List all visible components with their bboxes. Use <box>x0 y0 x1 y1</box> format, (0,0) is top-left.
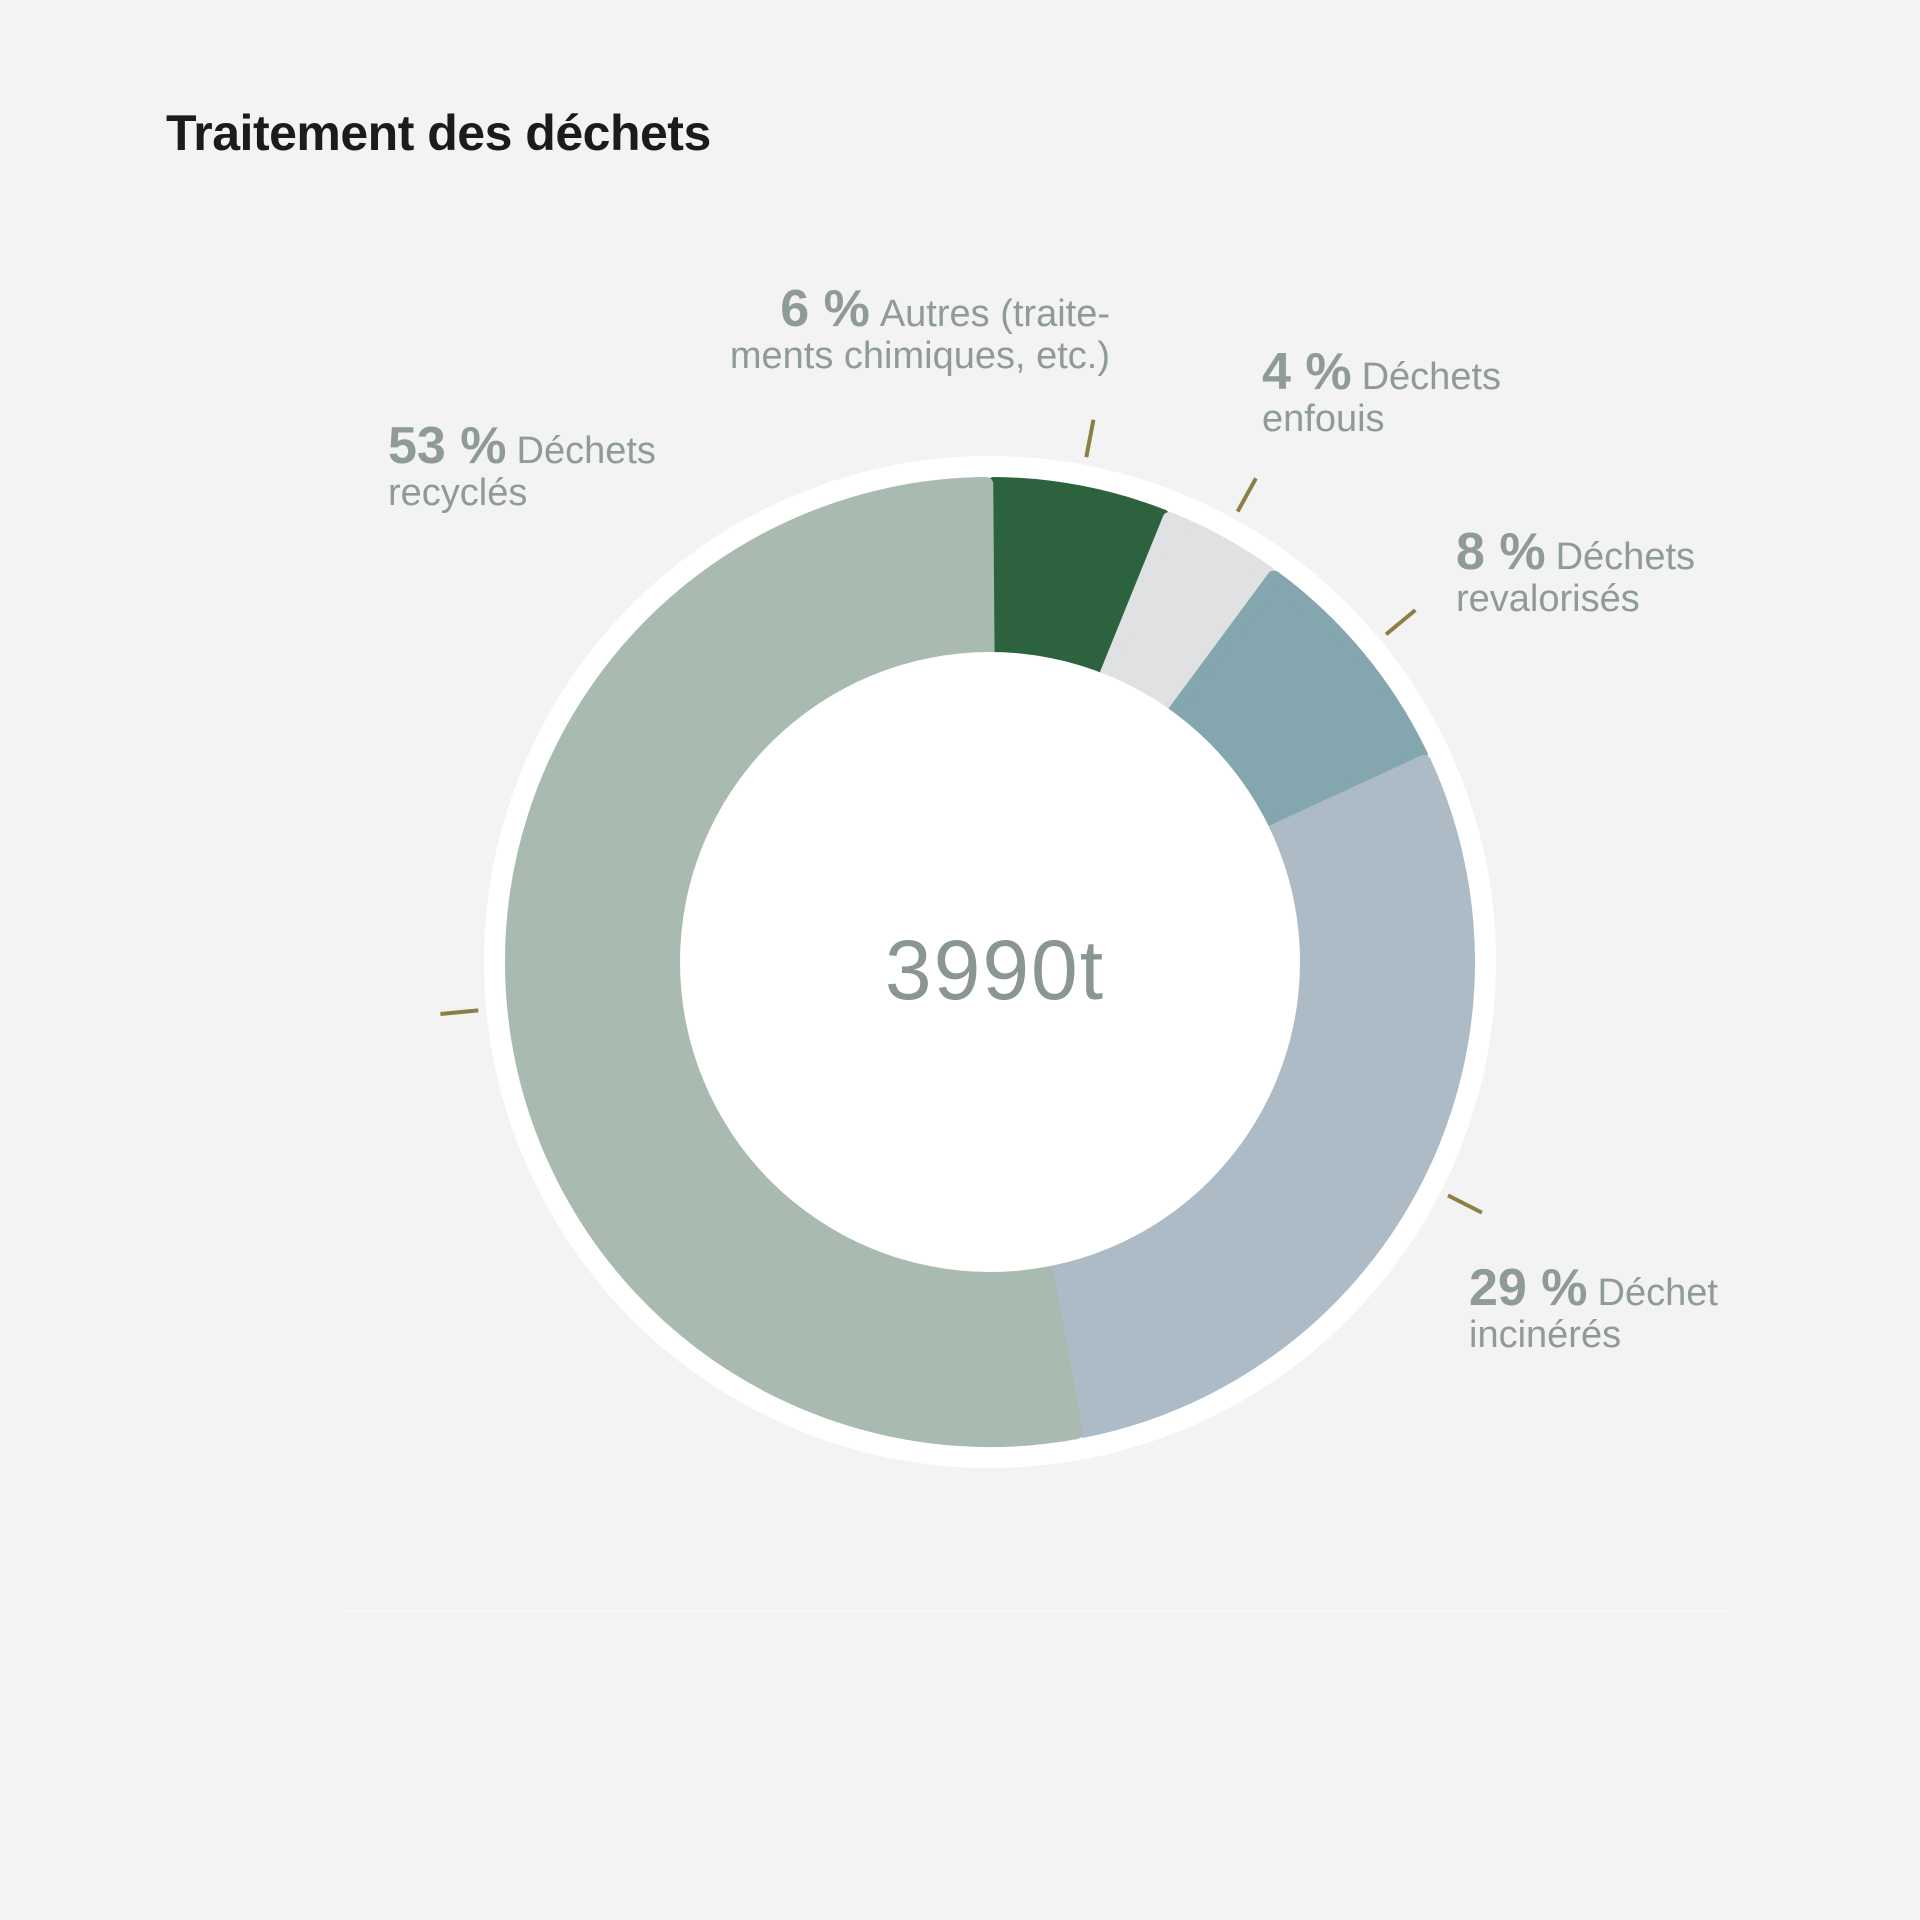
footer-divider <box>340 1610 1730 1612</box>
slice-label-incineres: 29 % Déchet incinérés <box>1469 1262 1859 1356</box>
leader-line-incineres <box>1447 1193 1483 1215</box>
leader-line-enfouis <box>1235 477 1258 513</box>
slice-label-recycles: 53 % Déchets recyclés <box>388 420 748 514</box>
slice-pct-revalorises: 8 % <box>1456 523 1546 581</box>
slice-name-autres: Autres (traite- <box>879 293 1110 335</box>
leader-line-autres <box>1084 419 1096 458</box>
slice-name2-recycles: recyclés <box>388 472 528 514</box>
slice-name-revalorises: Déchets <box>1555 536 1696 578</box>
slice-name2-autres: ments chimiques, etc.) <box>729 335 1110 377</box>
slice-label-revalorises: 8 % Déchets revalorisés <box>1456 526 1836 620</box>
slice-name2-incineres: incinérés <box>1469 1314 1622 1356</box>
leader-line-recycles <box>440 1008 479 1016</box>
total-value: 3990t <box>884 923 1106 1017</box>
donut-hole <box>680 652 1300 1272</box>
chart-title: Traitement des déchets <box>166 105 711 161</box>
slice-label-enfouis: 4 % Déchets enfouis <box>1262 346 1622 440</box>
slice-pct-enfouis: 4 % <box>1262 343 1352 401</box>
slice-pct-incineres: 29 % <box>1469 1259 1588 1317</box>
slice-name-enfouis: Déchets <box>1361 356 1502 398</box>
slice-name2-enfouis: enfouis <box>1262 398 1385 440</box>
slice-pct-autres: 6 % <box>780 280 870 338</box>
slice-name-incineres: Déchet <box>1597 1272 1718 1314</box>
slice-pct-recycles: 53 % <box>388 417 507 475</box>
leader-line-revalorises <box>1384 608 1417 636</box>
slice-name2-revalorises: revalorisés <box>1456 578 1640 620</box>
slice-label-autres: 6 % Autres (traite- ments chimiques, etc.… <box>640 283 1110 377</box>
slice-name-recycles: Déchets <box>516 430 656 472</box>
